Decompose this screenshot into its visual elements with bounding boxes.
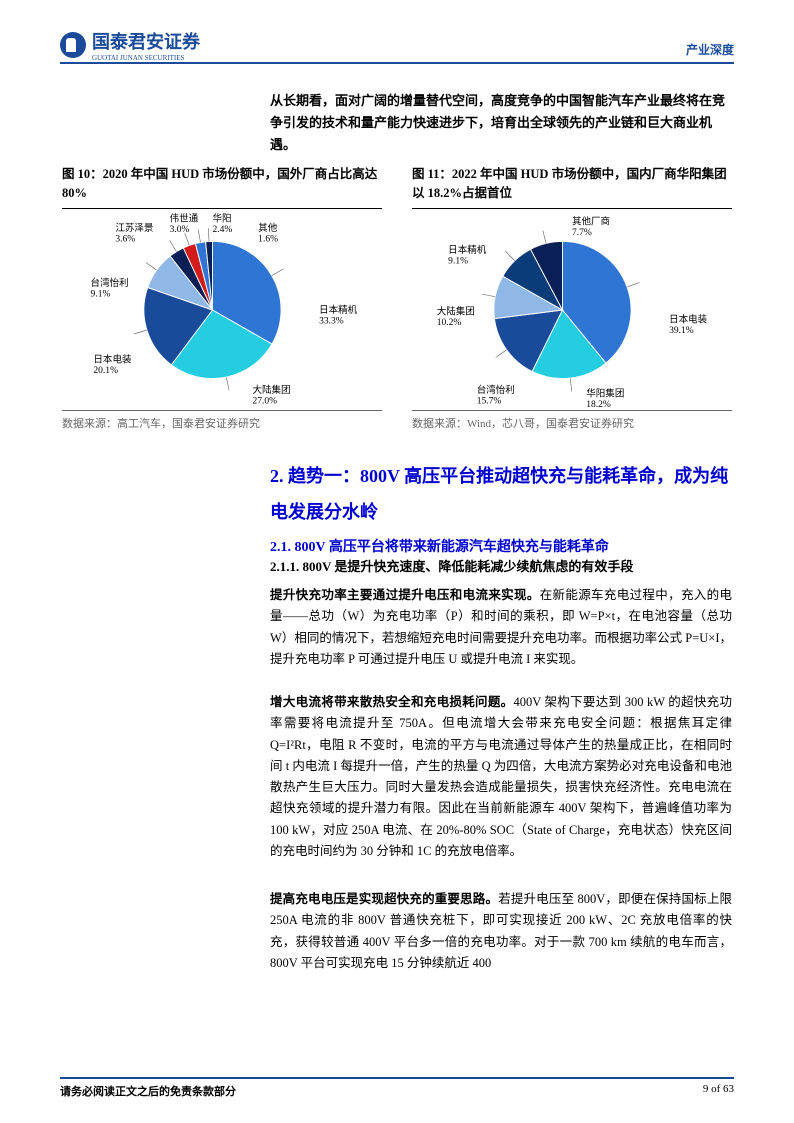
svg-text:台湾怡利: 台湾怡利 [477,384,515,396]
svg-text:33.3%: 33.3% [319,316,344,326]
logo-icon [60,32,86,58]
company-logo: 国泰君安证券 GUOTAI JUNAN SECURITIES [60,28,200,62]
svg-text:1.6%: 1.6% [258,234,278,244]
svg-text:15.7%: 15.7% [477,396,502,406]
paragraph-1: 提升快充功率主要通过提升电压和电流来实现。在新能源车充电过程中，充入的电量——总… [270,585,732,670]
paragraph-2: 增大电流将带来散热安全和充电损耗问题。400V 架构下要达到 300 kW 的超… [270,692,732,862]
paragraph-1-lead: 提升快充功率主要通过提升电压和电流来实现。 [270,588,540,602]
svg-text:18.2%: 18.2% [586,400,611,410]
svg-text:3.0%: 3.0% [170,225,190,235]
svg-text:伟世通: 伟世通 [170,212,199,224]
svg-text:大陆集团: 大陆集团 [437,306,475,318]
paragraph-3-lead: 提高充电电压是实现超快充的重要思路。 [270,892,498,906]
page-number: 9 of 63 [703,1083,734,1099]
figure-11-title: 图 11：2022 年中国 HUD 市场份额中，国内厂商华阳集团以 18.2%占… [412,165,732,209]
svg-text:台湾怡利: 台湾怡利 [91,277,129,289]
company-name-cn: 国泰君安证券 [92,32,200,52]
svg-text:日本电装: 日本电装 [93,353,132,365]
page-footer: 请务必阅读正文之后的免责条款部分 9 of 63 [60,1077,734,1099]
svg-text:日本精机: 日本精机 [448,244,487,256]
svg-text:日本精机: 日本精机 [319,304,358,316]
svg-text:其他: 其他 [258,222,278,234]
svg-text:7.7%: 7.7% [572,228,592,238]
svg-text:其他厂商: 其他厂商 [572,215,610,227]
paragraph-2-body: 400V 架构下要达到 300 kW 的超快充功率需要将电流提升至 750A。但… [270,695,732,858]
section-2-heading: 2. 趋势一：800V 高压平台推动超快充与能耗革命，成为纯电发展分水岭 [270,458,732,530]
intro-paragraph: 从长期看，面对广阔的增量替代空间，高度竞争的中国智能汽车产业最终将在竞争引发的技… [270,90,732,156]
figure-10-title: 图 10：2020 年中国 HUD 市场份额中，国外厂商占比高达 80% [62,165,382,209]
paragraph-2-lead: 增大电流将带来散热安全和充电损耗问题。 [270,695,513,709]
figure-11-pie-chart: 日本电装39.1% 华阳集团18.2% 台湾怡利15.7% 大陆集团10.2% 日本精机… [412,210,732,410]
paragraph-3: 提高充电电压是实现超快充的重要思路。若提升电压至 800V，即便在保持国标上限 … [270,889,732,974]
section-2-1-1-heading: 2.1.1. 800V 是提升快充速度、降低能耗减少续航焦虑的有效手段 [270,556,732,575]
document-category: 产业深度 [686,41,734,62]
svg-text:华阳: 华阳 [212,212,231,224]
svg-text:大陆集团: 大陆集团 [252,384,290,396]
svg-text:江苏泽景: 江苏泽景 [115,222,153,234]
svg-text:20.1%: 20.1% [93,366,118,376]
figure-10-source: 数据来源：高工汽车，国泰君安证券研究 [62,410,382,431]
section-2-1-heading: 2.1. 800V 高压平台将带来新能源汽车超快充与能耗革命 [270,536,732,556]
page-header: 国泰君安证券 GUOTAI JUNAN SECURITIES 产业深度 [60,24,734,64]
company-name-en: GUOTAI JUNAN SECURITIES [92,54,200,62]
svg-text:27.0%: 27.0% [252,396,277,406]
svg-text:9.1%: 9.1% [91,290,111,300]
svg-text:2.4%: 2.4% [212,225,232,235]
svg-text:10.2%: 10.2% [437,318,462,328]
svg-text:9.1%: 9.1% [448,256,468,266]
figure-11-source: 数据来源：Wind，芯八哥，国泰君安证券研究 [412,410,732,431]
svg-text:39.1%: 39.1% [669,326,694,336]
svg-text:日本电装: 日本电装 [669,313,708,325]
svg-text:华阳集团: 华阳集团 [586,388,624,400]
footer-disclaimer: 请务必阅读正文之后的免责条款部分 [60,1083,236,1099]
svg-text:3.6%: 3.6% [115,234,135,244]
figure-10-pie-chart: 日本精机33.3%大陆集团27.0%日本电装20.1%台湾怡利9.1%江苏泽景3… [62,210,382,410]
